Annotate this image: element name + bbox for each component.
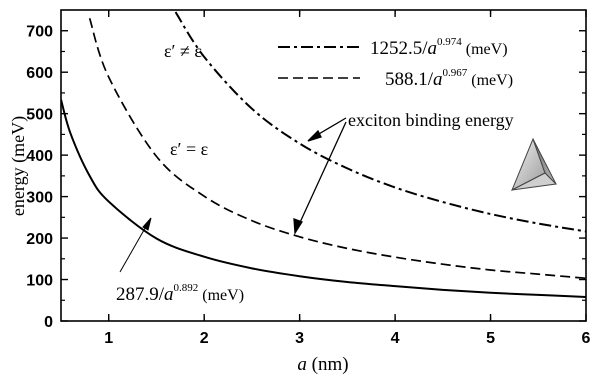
annotation-eps-neq: ε′ ≠ ε — [164, 41, 202, 61]
series-line-solid — [61, 99, 586, 298]
y-tick-label: 0 — [44, 314, 53, 331]
arrowhead-dashdot — [307, 129, 322, 142]
series-lines — [61, 11, 586, 298]
y-tick-label: 700 — [26, 24, 53, 41]
x-tick-label: 2 — [200, 330, 209, 347]
arrowhead-dash — [293, 218, 303, 236]
legend: 1252.5/a0.974 (meV) 588.1/a0.967 (meV) — [278, 36, 513, 90]
annotation-eps-eq: ε′ = ε — [170, 139, 209, 159]
tetrahedron-icon — [511, 137, 558, 192]
exciton-arrows — [293, 117, 347, 236]
y-axis-title: energy (meV) — [8, 116, 29, 216]
solid-curve-arrow — [119, 217, 152, 273]
legend-label-dash: 588.1/a0.967 (meV) — [385, 67, 513, 90]
y-tick-label: 400 — [26, 148, 53, 165]
x-tick-label: 6 — [582, 330, 591, 347]
y-tick-label: 200 — [26, 231, 53, 248]
annotation-solid-formula: 287.9/a0.892 (meV) — [116, 282, 244, 305]
x-tick-label: 3 — [295, 330, 304, 347]
annotation-exciton: exciton binding energy — [348, 110, 514, 130]
y-tick-label: 100 — [26, 273, 53, 290]
y-tick-label: 300 — [26, 190, 53, 207]
y-tick-label: 500 — [26, 107, 53, 124]
x-tick-label: 5 — [486, 330, 495, 347]
plot-frame — [60, 9, 587, 322]
axis-tick-labels: 1 2 3 4 5 6 0 100 200 300 400 500 600 700 — [26, 24, 590, 347]
x-tick-label: 1 — [104, 330, 113, 347]
arrow-to-dash — [296, 121, 347, 230]
series-line-dashdot — [174, 11, 586, 233]
x-axis-title: a (nm) — [297, 354, 348, 375]
legend-label-dashdot: 1252.5/a0.974 (meV) — [370, 36, 508, 59]
x-tick-label: 4 — [391, 330, 400, 347]
y-tick-label: 600 — [26, 65, 53, 82]
series-line-dash — [88, 18, 586, 280]
